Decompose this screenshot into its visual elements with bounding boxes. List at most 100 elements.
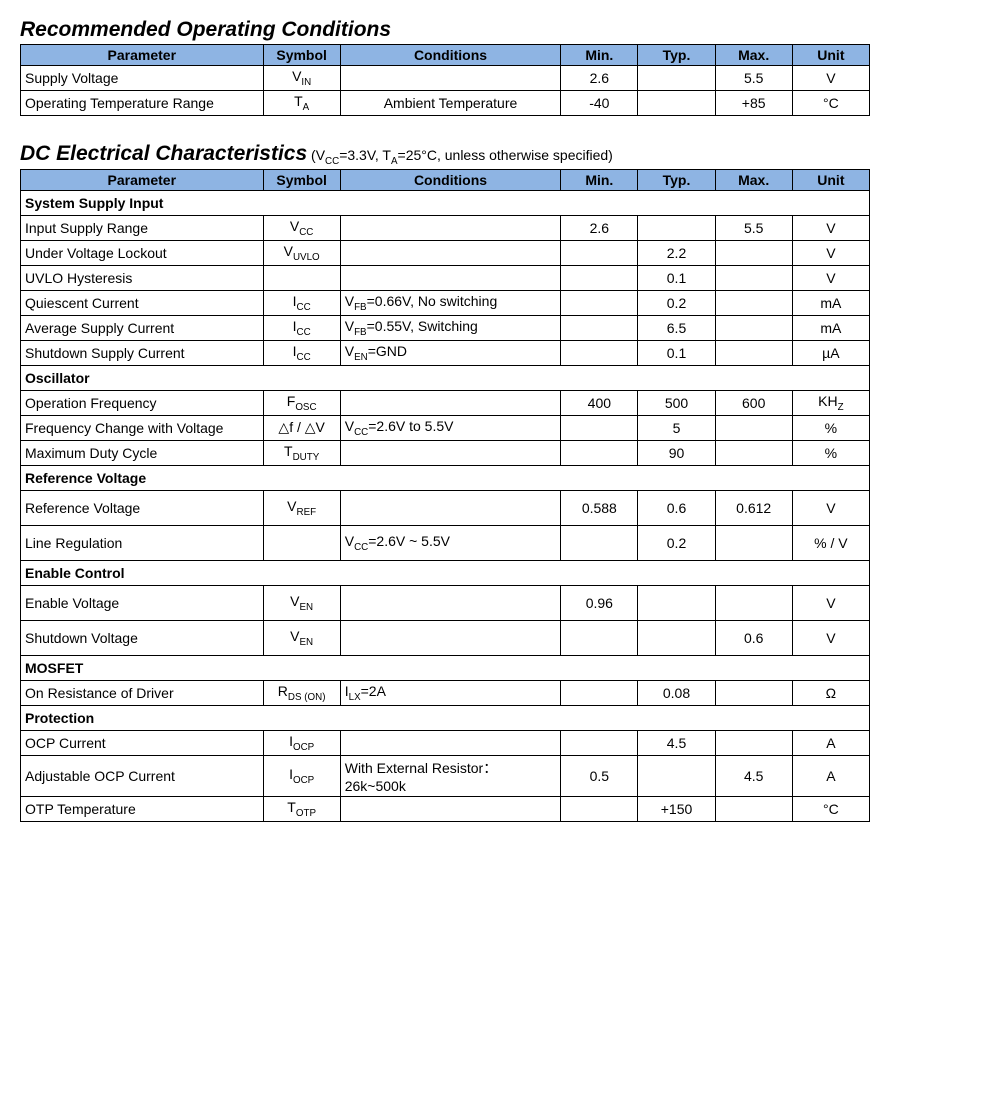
cell-max: +85 <box>715 91 792 116</box>
cell-max <box>715 240 792 265</box>
cell-parameter: Line Regulation <box>21 525 264 560</box>
table-row: Supply VoltageVIN2.65.5V <box>21 66 870 91</box>
cell-min <box>561 315 638 340</box>
cell-parameter: Shutdown Supply Current <box>21 340 264 365</box>
cell-symbol: TDUTY <box>263 440 340 465</box>
table-row: Shutdown Supply CurrentICCVEN=GND0.1µA <box>21 340 870 365</box>
cell-symbol <box>263 265 340 290</box>
cell-unit: V <box>792 620 869 655</box>
cell-max <box>715 680 792 705</box>
cell-typ: 6.5 <box>638 315 715 340</box>
cell-symbol: TA <box>263 91 340 116</box>
cell-unit: Ω <box>792 680 869 705</box>
cell-max <box>715 585 792 620</box>
cell-max: 4.5 <box>715 755 792 796</box>
cell-parameter: Shutdown Voltage <box>21 620 264 655</box>
cell-typ <box>638 66 715 91</box>
cell-min <box>561 415 638 440</box>
cell-parameter: OTP Temperature <box>21 796 264 821</box>
cell-min: 2.6 <box>561 215 638 240</box>
cell-conditions: Ambient Temperature <box>340 91 561 116</box>
cell-conditions: VEN=GND <box>340 340 561 365</box>
cell-max <box>715 290 792 315</box>
cell-symbol: FOSC <box>263 390 340 415</box>
cell-unit: V <box>792 490 869 525</box>
cell-conditions: ILX=2A <box>340 680 561 705</box>
cell-typ: 5 <box>638 415 715 440</box>
cell-typ <box>638 215 715 240</box>
cell-symbol: VCC <box>263 215 340 240</box>
cell-symbol: ICC <box>263 315 340 340</box>
cell-parameter: Reference Voltage <box>21 490 264 525</box>
cell-parameter: Average Supply Current <box>21 315 264 340</box>
cell-conditions <box>340 585 561 620</box>
table-row: OTP TemperatureTOTP+150°C <box>21 796 870 821</box>
cell-typ <box>638 91 715 116</box>
table-header-row: Parameter Symbol Conditions Min. Typ. Ma… <box>21 45 870 66</box>
cell-min <box>561 525 638 560</box>
table-row: Enable VoltageVEN0.96V <box>21 585 870 620</box>
cell-min <box>561 620 638 655</box>
cell-parameter: Operation Frequency <box>21 390 264 415</box>
table-row: Average Supply CurrentICCVFB=0.55V, Swit… <box>21 315 870 340</box>
cell-typ: 2.2 <box>638 240 715 265</box>
section2-title-text: DC Electrical Characteristics <box>20 142 307 165</box>
section1-title: Recommended Operating Conditions <box>20 18 870 42</box>
cell-typ: 90 <box>638 440 715 465</box>
table-row: On Resistance of DriverRDS (ON)ILX=2A0.0… <box>21 680 870 705</box>
cell-conditions <box>340 490 561 525</box>
cell-unit: V <box>792 215 869 240</box>
cell-conditions <box>340 265 561 290</box>
cell-min <box>561 680 638 705</box>
cell-unit: KHZ <box>792 390 869 415</box>
section-header-cell: Oscillator <box>21 365 870 390</box>
col-unit: Unit <box>792 169 869 190</box>
cell-min <box>561 440 638 465</box>
cell-typ: 0.08 <box>638 680 715 705</box>
cell-symbol: IOCP <box>263 730 340 755</box>
table-section-row: MOSFET <box>21 655 870 680</box>
table-row: UVLO Hysteresis0.1V <box>21 265 870 290</box>
col-unit: Unit <box>792 45 869 66</box>
cell-unit: % <box>792 440 869 465</box>
col-conditions: Conditions <box>340 45 561 66</box>
cell-typ <box>638 755 715 796</box>
cell-parameter: Under Voltage Lockout <box>21 240 264 265</box>
cell-max: 0.6 <box>715 620 792 655</box>
cell-unit: µA <box>792 340 869 365</box>
cell-max <box>715 525 792 560</box>
cell-symbol: VEN <box>263 585 340 620</box>
cell-conditions: VFB=0.55V, Switching <box>340 315 561 340</box>
cell-parameter: Input Supply Range <box>21 215 264 240</box>
section-recommended-operating-conditions: Recommended Operating Conditions Paramet… <box>20 18 870 116</box>
table-row: Under Voltage LockoutVUVLO2.2V <box>21 240 870 265</box>
cell-typ: 500 <box>638 390 715 415</box>
cell-symbol: IOCP <box>263 755 340 796</box>
table-section-row: Protection <box>21 705 870 730</box>
cell-max <box>715 730 792 755</box>
cell-conditions <box>340 215 561 240</box>
section-header-cell: Protection <box>21 705 870 730</box>
cell-max <box>715 340 792 365</box>
section-header-cell: System Supply Input <box>21 190 870 215</box>
cell-min <box>561 240 638 265</box>
cell-symbol: ICC <box>263 340 340 365</box>
cell-max: 5.5 <box>715 215 792 240</box>
cell-conditions: VFB=0.66V, No switching <box>340 290 561 315</box>
cell-min: 2.6 <box>561 66 638 91</box>
cell-symbol: ICC <box>263 290 340 315</box>
cell-conditions <box>340 390 561 415</box>
table-row: Adjustable OCP CurrentIOCPWith External … <box>21 755 870 796</box>
cell-min <box>561 730 638 755</box>
cell-max <box>715 796 792 821</box>
table-row: Frequency Change with Voltage△f / △VVCC=… <box>21 415 870 440</box>
cell-parameter: Quiescent Current <box>21 290 264 315</box>
cell-typ <box>638 620 715 655</box>
table-section-row: System Supply Input <box>21 190 870 215</box>
section-header-cell: MOSFET <box>21 655 870 680</box>
cell-min: 0.96 <box>561 585 638 620</box>
cell-min <box>561 796 638 821</box>
section2-title: DC Electrical Characteristics (VCC=3.3V,… <box>20 142 870 167</box>
cell-unit: V <box>792 265 869 290</box>
cell-conditions <box>340 240 561 265</box>
